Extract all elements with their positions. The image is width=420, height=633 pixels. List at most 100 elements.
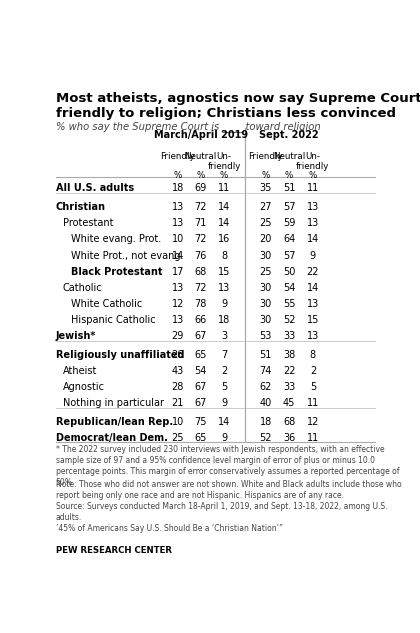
Text: 28: 28 bbox=[172, 382, 184, 392]
Text: 13: 13 bbox=[307, 218, 319, 229]
Text: Religiously unaffiliated: Religiously unaffiliated bbox=[56, 350, 184, 360]
Text: 2: 2 bbox=[310, 366, 316, 376]
Text: 66: 66 bbox=[194, 315, 207, 325]
Text: White Prot., not evang.: White Prot., not evang. bbox=[71, 251, 184, 261]
Text: 69: 69 bbox=[194, 184, 207, 193]
Text: 14: 14 bbox=[307, 234, 319, 244]
Text: Christian: Christian bbox=[56, 203, 106, 212]
Text: 29: 29 bbox=[172, 331, 184, 341]
Text: 75: 75 bbox=[194, 417, 207, 427]
Text: PEW RESEARCH CENTER: PEW RESEARCH CENTER bbox=[56, 546, 172, 555]
Text: 55: 55 bbox=[283, 299, 295, 309]
Text: 13: 13 bbox=[172, 218, 184, 229]
Text: 59: 59 bbox=[283, 218, 295, 229]
Text: Neutral: Neutral bbox=[273, 153, 305, 161]
Text: Atheist: Atheist bbox=[63, 366, 97, 376]
Text: White Catholic: White Catholic bbox=[71, 299, 143, 309]
Text: 25: 25 bbox=[260, 218, 272, 229]
Text: 45: 45 bbox=[283, 398, 295, 408]
Text: 68: 68 bbox=[194, 266, 207, 277]
Text: 65: 65 bbox=[194, 350, 207, 360]
Text: Black Protestant: Black Protestant bbox=[71, 266, 163, 277]
Text: Nothing in particular: Nothing in particular bbox=[63, 398, 164, 408]
Text: % who say the Supreme Court is ____ toward religion: % who say the Supreme Court is ____ towa… bbox=[56, 121, 320, 132]
Text: 67: 67 bbox=[194, 382, 207, 392]
Text: 21: 21 bbox=[172, 398, 184, 408]
Text: 51: 51 bbox=[283, 184, 295, 193]
Text: 15: 15 bbox=[218, 266, 230, 277]
Text: 72: 72 bbox=[194, 234, 207, 244]
Text: 74: 74 bbox=[260, 366, 272, 376]
Text: 35: 35 bbox=[260, 184, 272, 193]
Text: 5: 5 bbox=[221, 382, 227, 392]
Text: 8: 8 bbox=[221, 251, 227, 261]
Text: 40: 40 bbox=[260, 398, 272, 408]
Text: 18: 18 bbox=[218, 315, 230, 325]
Text: 25: 25 bbox=[260, 266, 272, 277]
Text: 22: 22 bbox=[307, 266, 319, 277]
Text: 30: 30 bbox=[260, 299, 272, 309]
Text: 16: 16 bbox=[218, 234, 230, 244]
Text: 13: 13 bbox=[172, 315, 184, 325]
Text: 10: 10 bbox=[172, 417, 184, 427]
Text: 18: 18 bbox=[172, 184, 184, 193]
Text: 9: 9 bbox=[310, 251, 316, 261]
Text: 78: 78 bbox=[194, 299, 207, 309]
Text: Protestant: Protestant bbox=[63, 218, 113, 229]
Text: 13: 13 bbox=[218, 283, 230, 292]
Text: March/April 2019: March/April 2019 bbox=[154, 130, 248, 141]
Text: %: % bbox=[220, 171, 228, 180]
Text: 8: 8 bbox=[310, 350, 316, 360]
Text: 54: 54 bbox=[194, 366, 207, 376]
Text: 7: 7 bbox=[221, 350, 227, 360]
Text: Catholic: Catholic bbox=[63, 283, 102, 292]
Text: 72: 72 bbox=[194, 283, 207, 292]
Text: 71: 71 bbox=[194, 218, 207, 229]
Text: 17: 17 bbox=[172, 266, 184, 277]
Text: Hispanic Catholic: Hispanic Catholic bbox=[71, 315, 156, 325]
Text: 9: 9 bbox=[221, 299, 227, 309]
Text: 11: 11 bbox=[307, 184, 319, 193]
Text: 50: 50 bbox=[283, 266, 295, 277]
Text: 52: 52 bbox=[260, 434, 272, 443]
Text: 22: 22 bbox=[283, 366, 295, 376]
Text: Friendly: Friendly bbox=[248, 153, 283, 161]
Text: 30: 30 bbox=[260, 283, 272, 292]
Text: Jewish*: Jewish* bbox=[56, 331, 96, 341]
Text: 30: 30 bbox=[260, 315, 272, 325]
Text: 13: 13 bbox=[172, 203, 184, 212]
Text: Un-
friendly: Un- friendly bbox=[207, 153, 241, 171]
Text: 72: 72 bbox=[194, 203, 207, 212]
Text: 33: 33 bbox=[283, 382, 295, 392]
Text: 9: 9 bbox=[221, 398, 227, 408]
Text: 13: 13 bbox=[172, 283, 184, 292]
Text: White evang. Prot.: White evang. Prot. bbox=[71, 234, 162, 244]
Text: 9: 9 bbox=[221, 434, 227, 443]
Text: 57: 57 bbox=[283, 251, 295, 261]
Text: 14: 14 bbox=[172, 251, 184, 261]
Text: 14: 14 bbox=[218, 203, 230, 212]
Text: %: % bbox=[262, 171, 270, 180]
Text: 30: 30 bbox=[260, 251, 272, 261]
Text: Friendly: Friendly bbox=[160, 153, 195, 161]
Text: 14: 14 bbox=[218, 417, 230, 427]
Text: 3: 3 bbox=[221, 331, 227, 341]
Text: 18: 18 bbox=[260, 417, 272, 427]
Text: 14: 14 bbox=[218, 218, 230, 229]
Text: 76: 76 bbox=[194, 251, 207, 261]
Text: 13: 13 bbox=[307, 299, 319, 309]
Text: 54: 54 bbox=[283, 283, 295, 292]
Text: 11: 11 bbox=[307, 398, 319, 408]
Text: Sept. 2022: Sept. 2022 bbox=[260, 130, 319, 141]
Text: * The 2022 survey included 230 interviews with Jewish respondents, with an effec: * The 2022 survey included 230 interview… bbox=[56, 445, 399, 487]
Text: 51: 51 bbox=[260, 350, 272, 360]
Text: Agnostic: Agnostic bbox=[63, 382, 105, 392]
Text: 67: 67 bbox=[194, 398, 207, 408]
Text: %: % bbox=[173, 171, 182, 180]
Text: %: % bbox=[285, 171, 293, 180]
Text: Most atheists, agnostics now say Supreme Court is
friendly to religion; Christia: Most atheists, agnostics now say Supreme… bbox=[56, 92, 420, 120]
Text: Republican/lean Rep.: Republican/lean Rep. bbox=[56, 417, 173, 427]
Text: 20: 20 bbox=[260, 234, 272, 244]
Text: 67: 67 bbox=[194, 331, 207, 341]
Text: 64: 64 bbox=[283, 234, 295, 244]
